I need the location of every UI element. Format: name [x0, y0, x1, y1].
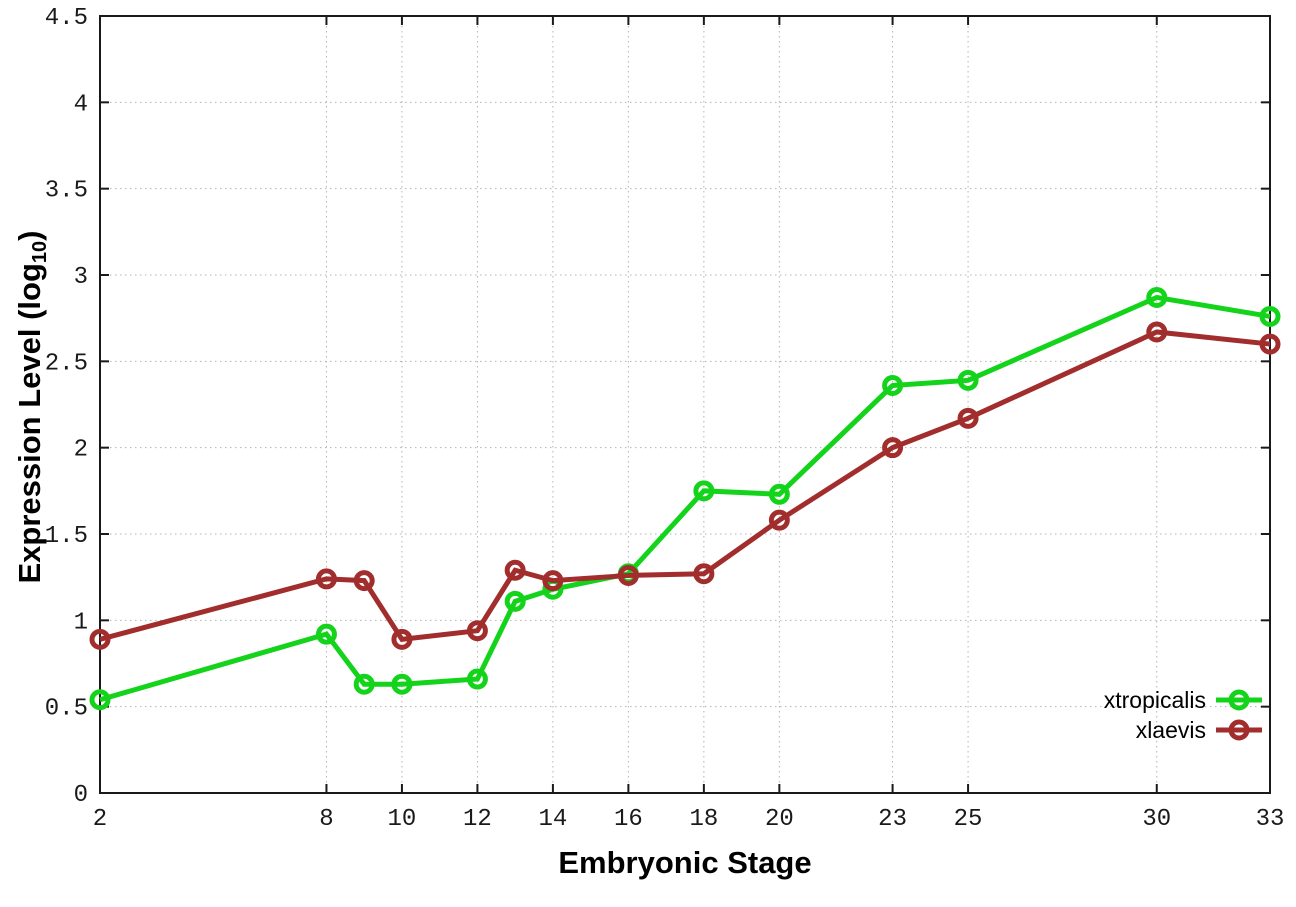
data-point-xtropicalis-stage-9	[353, 673, 375, 695]
data-point-xlaevis-stage-23	[882, 437, 904, 459]
data-point-xlaevis-stage-13	[504, 559, 526, 581]
x-tick-label-12: 12	[463, 806, 492, 833]
x-tick-label-30: 30	[1142, 806, 1171, 833]
x-tick-label-16: 16	[614, 806, 643, 833]
legend-marker-xtropicalis	[1228, 689, 1250, 711]
data-point-xtropicalis-stage-25	[957, 369, 979, 391]
data-point-xtropicalis-stage-33	[1259, 305, 1281, 327]
x-tick-label-23: 23	[878, 806, 907, 833]
data-point-xtropicalis-stage-30	[1146, 286, 1168, 308]
y-tick-label-2: 2	[74, 437, 88, 464]
data-point-xlaevis-stage-9	[353, 570, 375, 592]
data-point-xlaevis-stage-8	[315, 568, 337, 590]
x-tick-label-8: 8	[319, 806, 333, 833]
data-point-xtropicalis-stage-18	[693, 480, 715, 502]
y-axis-title-text: Expression Level (log	[12, 263, 47, 584]
y-tick-label-1.5: 1.5	[45, 523, 88, 550]
data-point-xlaevis-stage-18	[693, 563, 715, 585]
y-tick-label-2.5: 2.5	[45, 350, 88, 377]
legend-marker-xlaevis	[1228, 719, 1250, 741]
y-axis-title: Expression Level (log10)	[12, 230, 51, 584]
y-axis-title-suffix: )	[12, 230, 47, 241]
data-point-xtropicalis-stage-10	[391, 673, 413, 695]
legend-label-xlaevis: xlaevis	[1136, 717, 1206, 743]
data-point-xtropicalis-stage-8	[315, 623, 337, 645]
data-point-xtropicalis-stage-20	[768, 483, 790, 505]
x-axis-title: Embryonic Stage	[558, 845, 812, 880]
y-tick-label-3.5: 3.5	[45, 178, 88, 205]
data-point-xtropicalis-stage-13	[504, 590, 526, 612]
y-tick-label-3: 3	[74, 264, 88, 291]
x-tick-label-33: 33	[1256, 806, 1285, 833]
x-tick-label-2: 2	[93, 806, 107, 833]
data-point-xlaevis-stage-2	[89, 628, 111, 650]
data-point-xlaevis-stage-20	[768, 509, 790, 531]
data-point-xlaevis-stage-12	[466, 620, 488, 642]
series-xlaevis-line	[99, 329, 1271, 642]
y-tick-label-1: 1	[74, 609, 88, 636]
x-tick-label-18: 18	[689, 806, 718, 833]
y-tick-label-0.5: 0.5	[45, 696, 88, 723]
x-tick-label-25: 25	[954, 806, 983, 833]
x-tick-label-20: 20	[765, 806, 794, 833]
x-tick-label-10: 10	[388, 806, 417, 833]
data-point-xlaevis-stage-16	[617, 564, 639, 586]
x-tick-label-14: 14	[538, 806, 567, 833]
data-point-xtropicalis-stage-2	[89, 689, 111, 711]
y-tick-label-4: 4	[74, 91, 88, 118]
y-tick-label-0: 0	[74, 782, 88, 809]
y-tick-label-4.5: 4.5	[45, 5, 88, 32]
y-axis-title-subscript: 10	[29, 240, 51, 264]
data-point-xlaevis-stage-14	[542, 570, 564, 592]
data-point-xlaevis-stage-25	[957, 407, 979, 429]
data-point-xtropicalis-stage-23	[882, 375, 904, 397]
legend-label-xtropicalis: xtropicalis	[1104, 687, 1206, 713]
data-point-xtropicalis-stage-12	[466, 668, 488, 690]
data-point-xlaevis-stage-10	[391, 628, 413, 650]
data-point-xlaevis-stage-33	[1259, 333, 1281, 355]
plot-frame	[99, 15, 1271, 794]
data-point-xlaevis-stage-30	[1146, 321, 1168, 343]
